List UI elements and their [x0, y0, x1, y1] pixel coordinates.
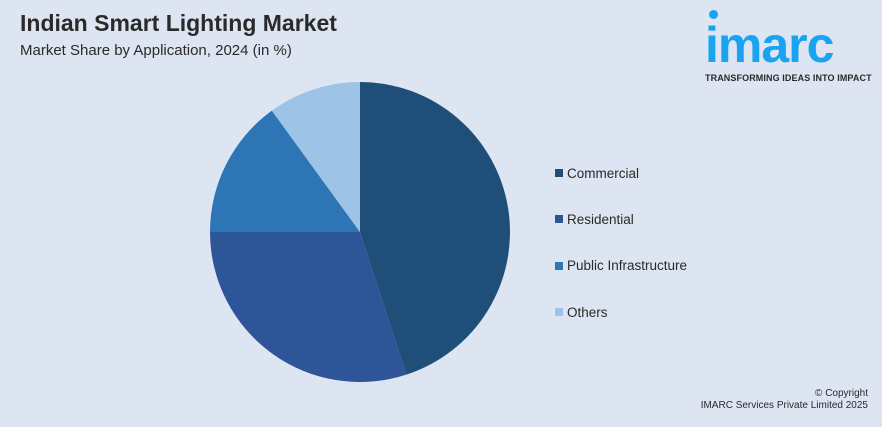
pie-slice-others [271, 82, 360, 232]
pie-slice-public-infrastructure [210, 110, 360, 232]
logo-tagline: TRANSFORMING IDEAS INTO IMPACT [705, 73, 872, 83]
logo-dot-icon [709, 10, 718, 19]
pie-slice-commercial [360, 82, 511, 375]
copyright-label: © Copyright [815, 388, 868, 399]
legend-swatch [555, 308, 563, 317]
legend-item: Public Infrastructure [555, 251, 687, 297]
legend-item: Commercial [555, 158, 687, 204]
legend: Commercial Residential Public Infrastructu… [555, 158, 687, 343]
legend-swatch [555, 215, 563, 224]
legend-label: Public Infrastructure [567, 258, 688, 274]
legend-swatch [555, 169, 563, 178]
imarc-logo: imarc TRANSFORMING IDEAS INTO IMPACT [705, 6, 875, 83]
copyright: © Copyright IMARC Services Private Limit… [701, 388, 868, 412]
pie-slice-residential [210, 232, 407, 382]
legend-label: Commercial [567, 165, 640, 181]
legend-label: Others [567, 304, 608, 320]
legend-swatch [555, 261, 563, 270]
legend-item: Others [555, 297, 687, 343]
logo-wordmark: imarc [705, 17, 834, 73]
legend-item: Residential [555, 204, 687, 250]
copyright-company: IMARC Services Private Limited 2025 [700, 400, 868, 411]
legend-label: Residential [567, 211, 634, 227]
chart-subtitle: Market Share by Application, 2024 (in %) [20, 42, 292, 59]
chart-title: Indian Smart Lighting Market [20, 10, 337, 36]
